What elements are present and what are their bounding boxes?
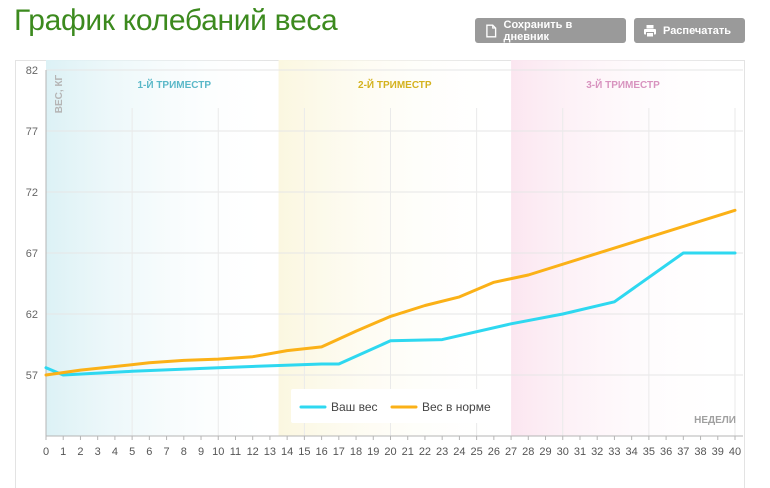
x-axis-title: НЕДЕЛИ xyxy=(694,415,736,426)
x-tick-label: 38 xyxy=(694,446,706,458)
x-tick-label: 12 xyxy=(247,446,259,458)
x-tick-label: 24 xyxy=(453,446,465,458)
x-tick-label: 20 xyxy=(384,446,396,458)
x-tick-label: 29 xyxy=(539,446,551,458)
x-tick-label: 9 xyxy=(198,446,204,458)
save-to-diary-button[interactable]: Сохранить в дневник xyxy=(475,18,626,43)
y-axis-title: ВЕС, КГ xyxy=(54,74,65,113)
y-tick-label: 62 xyxy=(26,309,38,321)
x-tick-label: 10 xyxy=(212,446,224,458)
trimester-label-3: 3-Й ТРИМЕСТР xyxy=(586,78,660,91)
x-tick-label: 15 xyxy=(298,446,310,458)
trimester-label-1: 1-Й ТРИМЕСТР xyxy=(137,78,211,91)
x-tick-label: 1 xyxy=(60,446,66,458)
x-tick-label: 33 xyxy=(608,446,620,458)
x-tick-label: 3 xyxy=(95,446,101,458)
x-tick-label: 16 xyxy=(315,446,327,458)
x-tick-label: 39 xyxy=(712,446,724,458)
page-title: График колебаний веса xyxy=(14,4,338,37)
x-tick-label: 35 xyxy=(643,446,655,458)
y-tick-label: 67 xyxy=(26,248,38,260)
y-tick-label: 57 xyxy=(26,370,38,382)
printer-icon xyxy=(644,24,656,37)
x-tick-label: 19 xyxy=(367,446,379,458)
x-tick-label: 13 xyxy=(264,446,276,458)
x-tick-label: 34 xyxy=(626,446,638,458)
y-tick-label: 72 xyxy=(26,187,38,199)
x-tick-label: 6 xyxy=(146,446,152,458)
trimester-band-3 xyxy=(511,60,735,436)
x-tick-label: 32 xyxy=(591,446,603,458)
trimester-band-2 xyxy=(278,60,512,436)
x-tick-label: 14 xyxy=(281,446,293,458)
x-tick-label: 17 xyxy=(333,446,345,458)
document-icon xyxy=(486,24,497,37)
y-tick-label: 82 xyxy=(26,65,38,77)
x-tick-label: 5 xyxy=(129,446,135,458)
x-tick-label: 4 xyxy=(112,446,118,458)
print-button-label: Распечатать xyxy=(663,24,732,37)
x-tick-label: 26 xyxy=(488,446,500,458)
x-tick-label: 25 xyxy=(471,446,483,458)
x-tick-label: 18 xyxy=(350,446,362,458)
y-tick-label: 77 xyxy=(26,126,38,138)
x-tick-label: 7 xyxy=(164,446,170,458)
x-tick-label: 11 xyxy=(230,446,241,458)
trimester-label-2: 2-Й ТРИМЕСТР xyxy=(358,78,432,91)
series-line-normal-weight xyxy=(44,208,737,377)
x-tick-label: 23 xyxy=(436,446,448,458)
x-tick-label: 31 xyxy=(574,446,586,458)
x-tick-label: 0 xyxy=(43,446,49,458)
save-button-label: Сохранить в дневник xyxy=(503,18,573,43)
series-line-your-weight xyxy=(44,251,737,377)
x-tick-label: 40 xyxy=(729,446,741,458)
print-button[interactable]: Распечатать xyxy=(634,18,745,43)
x-tick-label: 37 xyxy=(677,446,689,458)
legend-label-your-weight: Ваш вес xyxy=(331,400,378,414)
x-tick-label: 28 xyxy=(522,446,534,458)
legend-label-normal-weight: Вес в норме xyxy=(422,400,491,414)
chart-legend: Ваш вес Вес в норме xyxy=(291,389,499,423)
x-tick-label: 22 xyxy=(419,446,431,458)
x-tick-label: 21 xyxy=(402,446,414,458)
x-tick-label: 27 xyxy=(505,446,517,458)
x-tick-label: 36 xyxy=(660,446,672,458)
x-tick-label: 2 xyxy=(77,446,83,458)
x-tick-label: 30 xyxy=(557,446,569,458)
x-tick-label: 8 xyxy=(181,446,187,458)
trimester-band-1 xyxy=(46,60,279,436)
